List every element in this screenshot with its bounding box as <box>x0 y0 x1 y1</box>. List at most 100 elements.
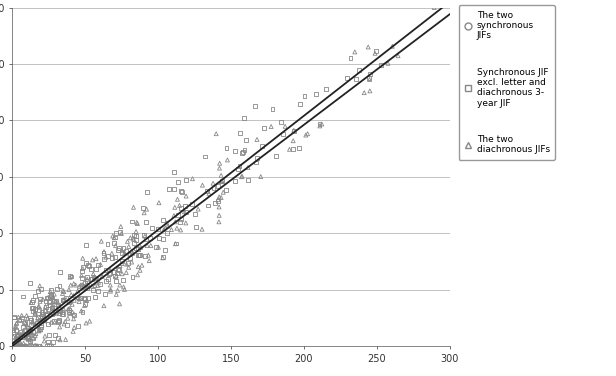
Point <box>105 287 115 293</box>
Point <box>109 240 119 246</box>
Point <box>46 319 56 325</box>
Point <box>14 343 24 349</box>
Point <box>32 320 42 326</box>
Point <box>52 310 62 316</box>
Point <box>16 343 26 349</box>
Point <box>116 230 126 237</box>
Point <box>93 282 103 288</box>
Point <box>84 318 94 324</box>
Point <box>20 320 30 326</box>
Point <box>27 299 37 305</box>
Point <box>81 260 91 266</box>
Point <box>81 320 91 326</box>
Point <box>54 318 64 324</box>
Point <box>12 320 22 326</box>
Point <box>131 237 141 243</box>
Point <box>49 310 59 316</box>
Point <box>200 153 210 159</box>
Point <box>67 292 76 298</box>
Point <box>8 329 18 335</box>
Point <box>44 299 54 305</box>
Point <box>83 276 92 282</box>
Point <box>211 131 221 137</box>
Point <box>105 267 115 273</box>
Point <box>12 336 22 342</box>
Point <box>12 336 22 342</box>
Point <box>110 273 120 279</box>
Point <box>10 343 20 349</box>
Point <box>14 330 24 336</box>
Point <box>67 273 76 279</box>
Point <box>12 343 22 349</box>
Point <box>197 226 207 232</box>
Point <box>302 131 312 137</box>
Point <box>86 276 95 282</box>
Point <box>128 274 137 280</box>
Point <box>213 183 222 189</box>
Point <box>8 343 18 349</box>
Point <box>30 311 39 317</box>
Point <box>113 287 123 293</box>
Point <box>91 265 101 271</box>
Point <box>59 297 68 303</box>
Point <box>253 155 262 161</box>
Point <box>78 264 88 270</box>
Point <box>119 284 129 290</box>
Point <box>14 332 23 338</box>
Point <box>69 324 79 331</box>
Point <box>35 283 45 289</box>
Point <box>15 329 25 335</box>
Point <box>100 267 110 273</box>
Point <box>34 343 44 349</box>
Point <box>34 304 44 310</box>
Point <box>170 204 180 210</box>
Point <box>61 296 71 302</box>
Point <box>59 289 69 295</box>
Point <box>121 248 131 254</box>
Point <box>110 235 120 241</box>
Point <box>99 250 108 256</box>
Point <box>251 159 261 165</box>
Point <box>39 338 49 344</box>
Point <box>216 194 226 200</box>
Point <box>30 306 40 312</box>
Point <box>12 320 22 326</box>
Point <box>28 305 38 311</box>
Point <box>36 323 46 329</box>
Point <box>9 314 19 320</box>
Point <box>45 312 55 318</box>
Point <box>33 288 43 294</box>
Point <box>115 301 124 307</box>
Point <box>342 75 352 81</box>
Point <box>243 177 253 183</box>
Point <box>88 271 98 277</box>
Point <box>59 306 69 312</box>
Point <box>222 187 232 193</box>
Point <box>15 343 25 349</box>
Point <box>52 285 62 291</box>
Point <box>25 326 35 332</box>
Point <box>22 335 31 341</box>
Point <box>28 335 38 341</box>
Point <box>71 282 81 288</box>
Point <box>47 299 57 305</box>
Point <box>9 334 18 340</box>
Point <box>76 268 86 274</box>
Point <box>84 263 94 269</box>
Point <box>289 127 299 133</box>
Point <box>17 343 27 349</box>
Point <box>250 103 260 109</box>
Point <box>34 307 44 313</box>
Point <box>115 245 124 251</box>
Point <box>141 218 151 224</box>
Point <box>176 188 185 194</box>
Point <box>30 293 39 299</box>
Point <box>142 189 152 195</box>
Point <box>222 157 232 163</box>
Point <box>46 294 55 300</box>
Point <box>25 327 34 334</box>
Point <box>65 305 75 311</box>
Point <box>35 296 45 302</box>
Point <box>147 225 157 231</box>
Point <box>209 185 219 191</box>
